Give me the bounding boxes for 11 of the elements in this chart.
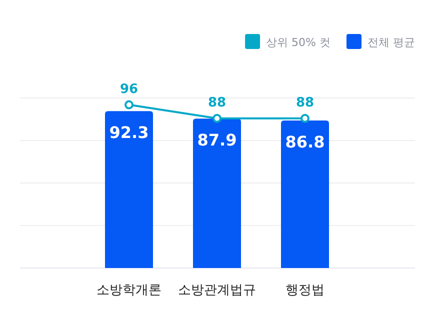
legend-label: 상위 50% 컷 bbox=[266, 36, 330, 49]
xtick: 소방학개론 bbox=[96, 283, 162, 298]
legend-label: 전체 평균 bbox=[368, 36, 415, 49]
data-label: 96 bbox=[120, 82, 138, 97]
data-label: 92.3 bbox=[109, 123, 149, 142]
data-label: 87.9 bbox=[197, 130, 237, 150]
xtick: 행정법 bbox=[286, 283, 324, 298]
data-label: 88 bbox=[208, 95, 226, 110]
xtick: 소방관계법규 bbox=[178, 283, 256, 298]
data-label: 88 bbox=[296, 95, 314, 110]
data-label: 86.8 bbox=[285, 132, 325, 152]
